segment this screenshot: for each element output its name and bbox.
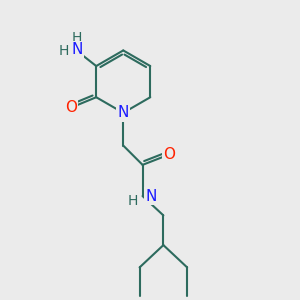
Text: N: N [71, 42, 82, 57]
Text: H: H [128, 194, 138, 208]
Text: O: O [65, 100, 77, 115]
Text: N: N [118, 105, 129, 120]
Text: N: N [145, 189, 157, 204]
Text: H: H [72, 32, 82, 45]
Text: H: H [59, 44, 69, 58]
Text: O: O [163, 147, 175, 162]
